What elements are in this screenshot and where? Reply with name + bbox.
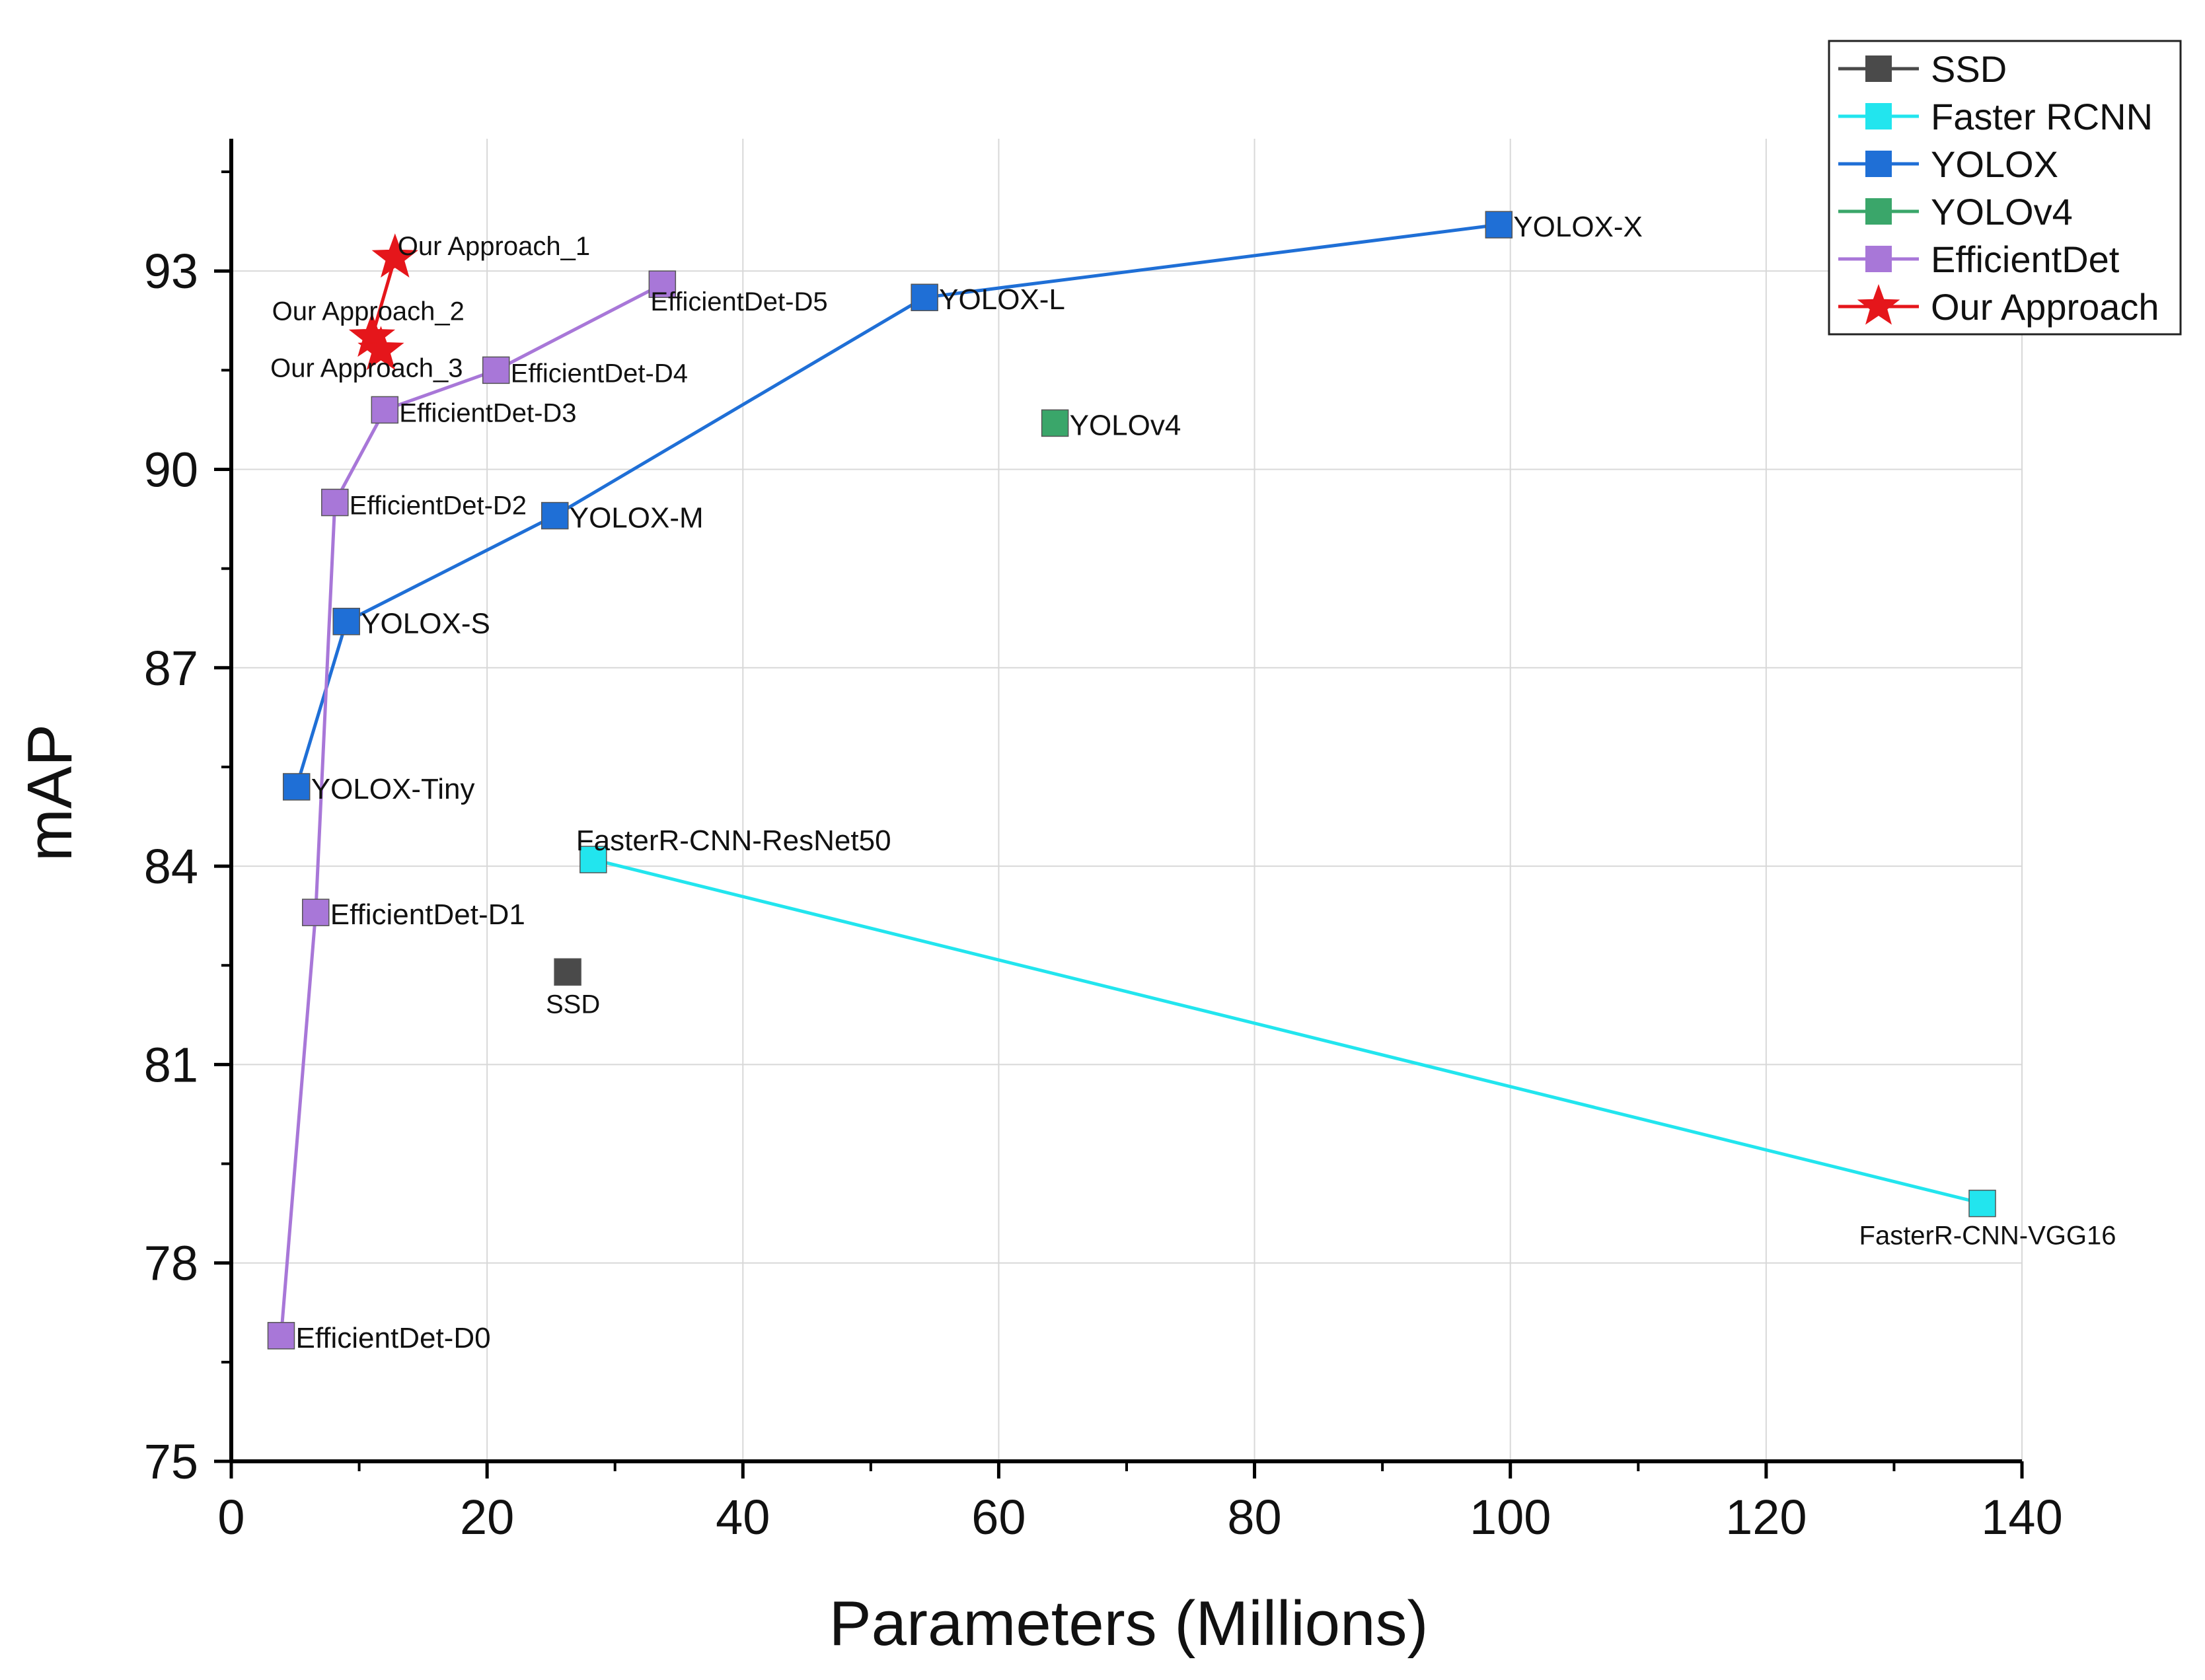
- x-tick-label: 60: [971, 1490, 1026, 1545]
- point-label: FasterR-CNN-VGG16: [1859, 1222, 2116, 1251]
- x-axis-title: Parameters (Millions): [829, 1588, 1429, 1659]
- point-label: EfficientDet-D5: [650, 287, 827, 316]
- square-marker-efficientdet: [371, 396, 399, 424]
- square-marker-yolox: [1485, 211, 1513, 238]
- square-marker-yolox: [911, 283, 938, 311]
- point-label: FasterR-CNN-ResNet50: [576, 824, 891, 857]
- legend-label-efficientdet: EfficientDet: [1931, 238, 2120, 280]
- point-label: EfficientDet-D1: [330, 898, 525, 931]
- legend-label-yolox: YOLOX: [1931, 143, 2058, 185]
- square-marker-faster-rcnn: [579, 846, 607, 873]
- point-label: EfficientDet-D4: [511, 359, 688, 388]
- y-tick-label: 81: [144, 1037, 198, 1092]
- point-label: Our Approach_1: [398, 232, 590, 261]
- axes: 0 20 40 60 80 100 120 140 75 78 81 84 87 90 93: [144, 139, 2063, 1545]
- legend-label-ssd: SSD: [1931, 48, 2007, 90]
- y-tick-label: 75: [144, 1434, 198, 1489]
- point-label: YOLOX-Tiny: [311, 773, 475, 805]
- point-label: YOLOX-L: [939, 283, 1065, 316]
- square-marker-yolov4: [1041, 409, 1069, 437]
- point-label: SSD: [546, 990, 600, 1019]
- point-label: Our Approach_3: [270, 353, 463, 383]
- point-label: EfficientDet-D3: [399, 398, 576, 427]
- point-label: YOLOX-X: [1513, 211, 1643, 243]
- legend-label-faster-rcnn: Faster RCNN: [1931, 96, 2153, 137]
- x-tick-label: 40: [716, 1490, 770, 1545]
- y-tick-label: 90: [144, 443, 198, 497]
- series-line-efficientdet: [280, 282, 663, 1336]
- legend-square-yolov4: [1865, 198, 1892, 225]
- grid-lines: [231, 139, 2023, 1461]
- y-tick-label: 87: [144, 641, 198, 696]
- square-marker-efficientdet: [648, 270, 677, 298]
- x-tick-label: 0: [217, 1490, 244, 1545]
- star-marker-our-approach: [371, 233, 418, 278]
- square-marker-yolox: [541, 501, 569, 530]
- legend-star-our-approach: [1857, 284, 1900, 325]
- square-marker-faster-rcnn: [1968, 1189, 1996, 1218]
- x-tick-label: 80: [1227, 1490, 1281, 1545]
- point-label: EfficientDet-D2: [350, 492, 527, 521]
- legend-square-faster-rcnn: [1865, 103, 1892, 129]
- legend: SSD Faster RCNN YOLOX YOLOv4 EfficientDet Our…: [1828, 40, 2182, 336]
- y-tick-label: 93: [144, 244, 198, 299]
- point-label: YOLOv4: [1070, 409, 1181, 441]
- square-marker-yolox: [332, 607, 360, 636]
- point-label: Our Approach_2: [272, 297, 465, 326]
- legend-square-yolox: [1865, 151, 1892, 177]
- x-tick-label: 120: [1725, 1490, 1807, 1545]
- series-lines: [280, 223, 1983, 1336]
- legend-square-ssd: [1865, 55, 1892, 82]
- square-marker-efficientdet: [302, 898, 330, 926]
- legend-square-efficientdet: [1865, 246, 1892, 272]
- square-marker-efficientdet: [482, 356, 510, 384]
- x-tick-label: 100: [1470, 1490, 1551, 1545]
- data-points: [267, 211, 1996, 1350]
- legend-label-yolov4: YOLOv4: [1931, 191, 2073, 233]
- square-marker-yolox: [282, 773, 311, 801]
- point-label: YOLOX-M: [570, 502, 704, 534]
- square-marker-efficientdet: [267, 1322, 295, 1350]
- point-label: YOLOX-S: [361, 608, 490, 640]
- y-tick-label: 84: [144, 839, 198, 894]
- square-marker-ssd: [554, 958, 581, 986]
- square-marker-efficientdet: [321, 488, 349, 517]
- x-tick-label: 20: [460, 1490, 514, 1545]
- legend-box: [1828, 40, 2182, 336]
- star-marker-our-approach: [357, 326, 404, 371]
- point-label: EfficientDet-D0: [295, 1322, 490, 1354]
- x-tick-label: 140: [1981, 1490, 2062, 1545]
- legend-label-our-approach: Our Approach: [1931, 286, 2159, 328]
- y-tick-label: 78: [144, 1236, 198, 1291]
- series-line-faster-rcnn: [593, 858, 1983, 1206]
- y-axis-title: mAP: [15, 724, 85, 861]
- point-labels: SSD FasterR-CNN-ResNet50 FasterR-CNN-VGG16…: [270, 211, 2116, 1354]
